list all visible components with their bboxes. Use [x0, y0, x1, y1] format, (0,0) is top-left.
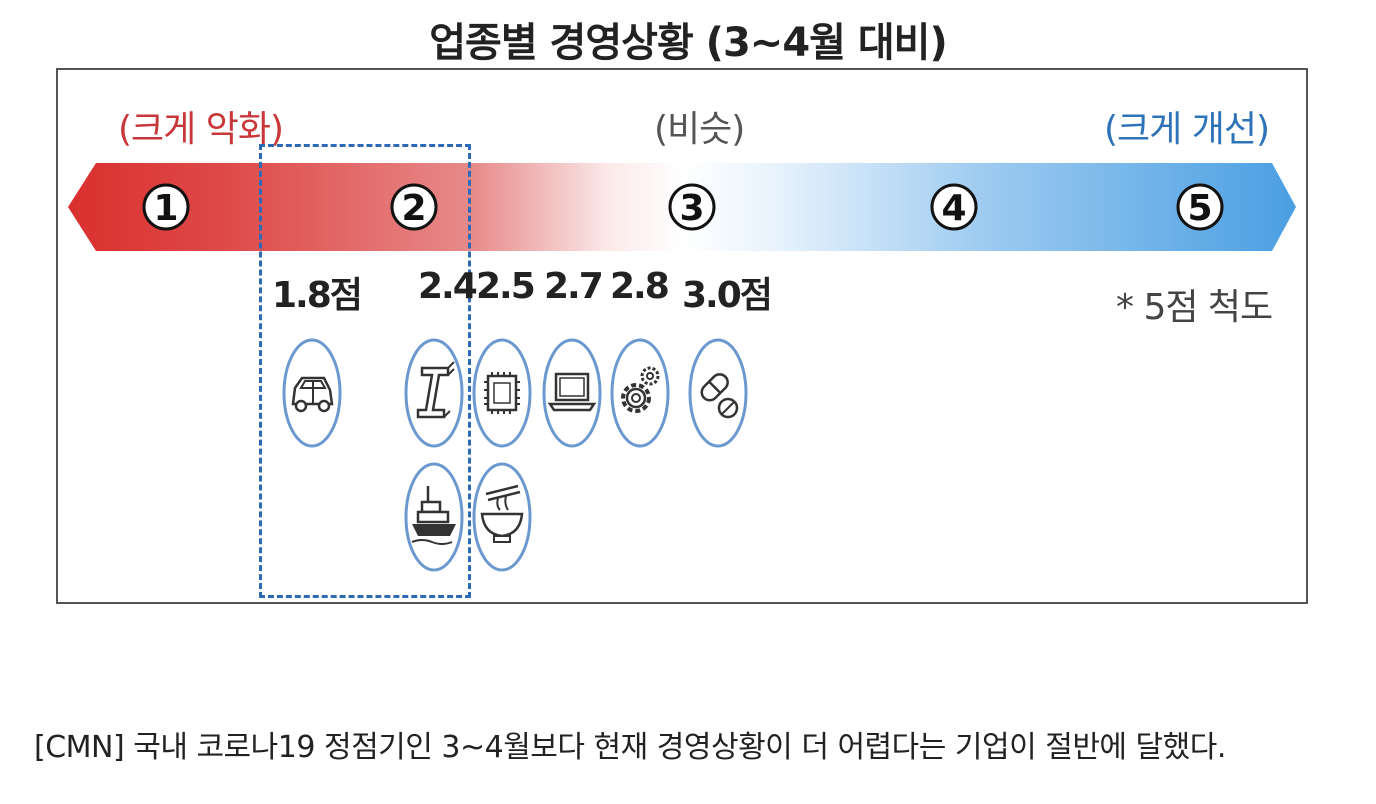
scale-arrow: 1 2 3 4 5 — [68, 163, 1296, 251]
score-2-4: 2.4 — [418, 266, 478, 307]
scale-point-5: 5 — [1176, 183, 1224, 231]
steel-beam-icon — [404, 338, 464, 448]
photo-caption: [CMN] 국내 코로나19 정점기인 3~4월보다 현재 경영상황이 더 어렵… — [34, 730, 1226, 765]
diagram-title: 업종별 경영상황 (3~4월 대비) — [429, 20, 948, 66]
svg-text:4: 4 — [941, 188, 966, 229]
score-1-8: 1.8점 — [272, 275, 363, 316]
score-3-0: 3.0점 — [682, 275, 773, 316]
pill-icon — [688, 338, 748, 448]
score-2-5: 2.5 — [476, 266, 536, 307]
laptop-icon — [542, 338, 602, 448]
scale-point-2: 2 — [390, 183, 438, 231]
svg-text:2: 2 — [401, 188, 426, 229]
scale-point-3: 3 — [668, 183, 716, 231]
scale-point-1: 1 — [142, 183, 190, 231]
worse-label: (크게 악화) — [118, 109, 284, 150]
car-icon — [282, 338, 342, 448]
chip-icon — [472, 338, 532, 448]
score-2-7: 2.7 — [544, 266, 604, 307]
scale-note: * 5점 척도 — [1116, 287, 1273, 328]
highlight-box — [259, 144, 471, 598]
scale-point-4: 4 — [930, 183, 978, 231]
ship-icon — [404, 462, 464, 572]
food-bowl-icon — [472, 462, 532, 572]
svg-text:5: 5 — [1187, 188, 1212, 229]
better-label: (크게 개선) — [1104, 109, 1270, 150]
score-2-8: 2.8 — [610, 266, 670, 307]
svg-text:3: 3 — [679, 188, 704, 229]
diagram-panel: (크게 악화) (비슷) (크게 개선) 1 2 3 — [56, 68, 1308, 604]
svg-text:1: 1 — [153, 188, 178, 229]
similar-label: (비슷) — [654, 109, 745, 150]
gear-icon — [610, 338, 670, 448]
